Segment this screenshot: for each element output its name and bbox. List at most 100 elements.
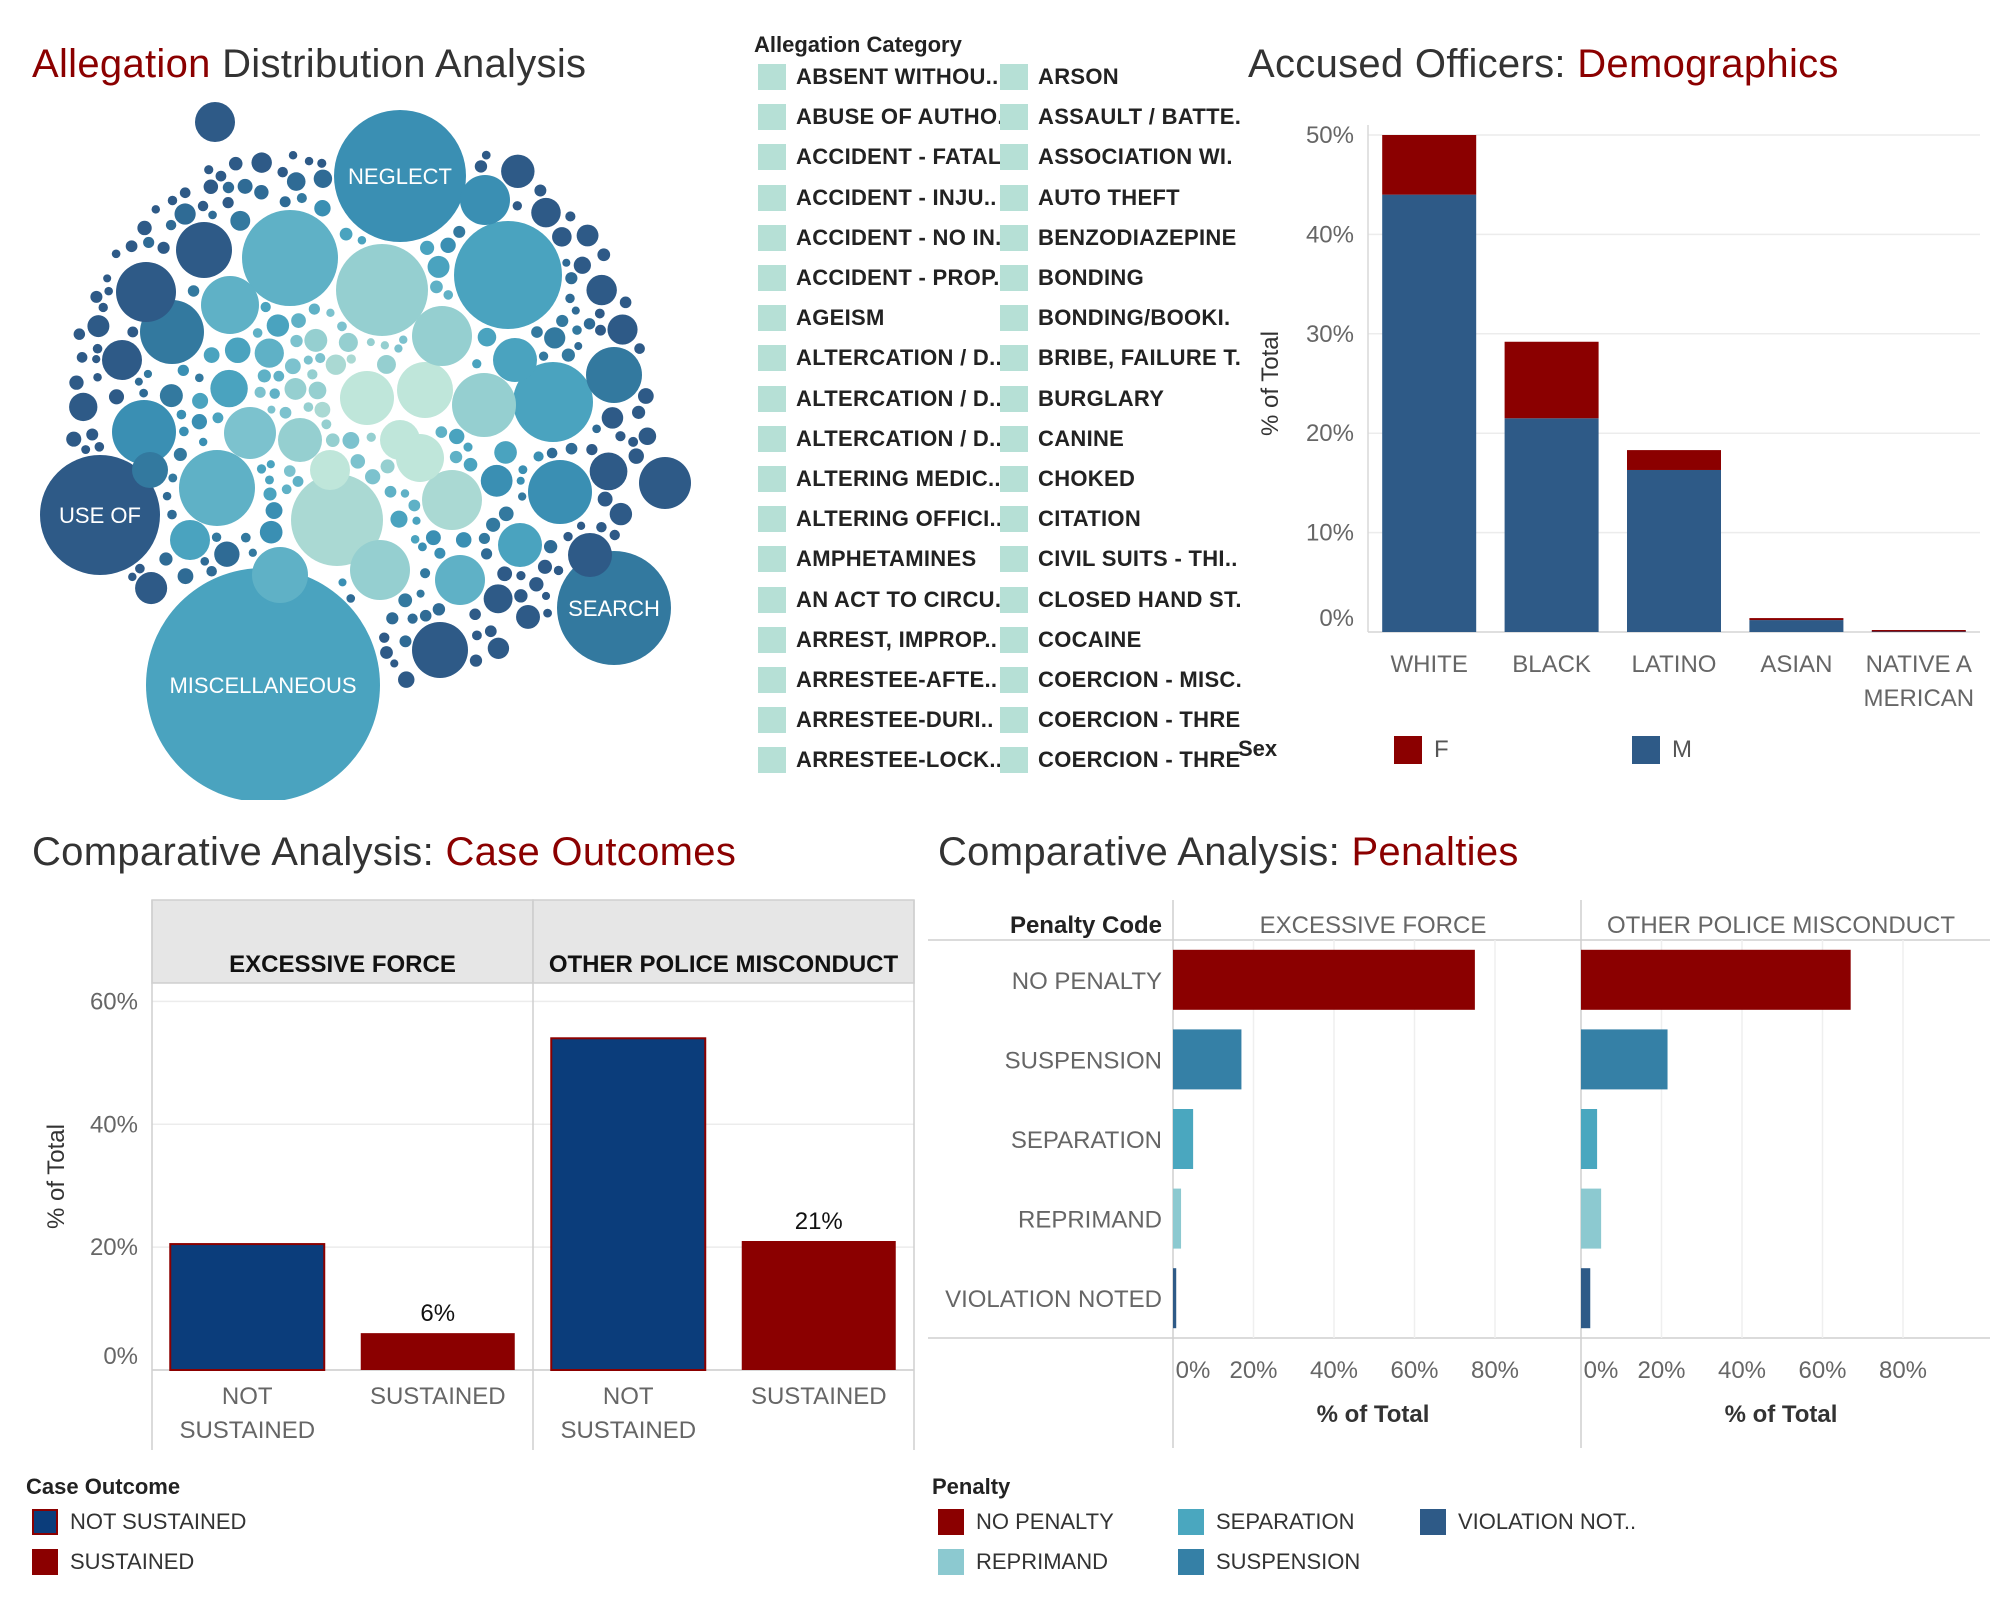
allegation-bubble[interactable]: [639, 457, 691, 509]
allegation-bubble[interactable]: [291, 313, 306, 328]
allegation-bubble[interactable]: [252, 328, 263, 338]
allegation-bubble[interactable]: [215, 170, 227, 182]
sex-legend-item[interactable]: F: [1394, 736, 1449, 764]
allegation-bubble[interactable]: [292, 476, 304, 487]
allegation-bubble[interactable]: [304, 328, 328, 352]
allegation-bubble[interactable]: [407, 613, 418, 624]
allegation-bubble[interactable]: [337, 321, 347, 332]
allegation-bubble[interactable]: [174, 203, 196, 225]
allegation-bubble[interactable]: [557, 551, 671, 665]
category-legend-item[interactable]: ACCIDENT - FATAL: [758, 144, 1002, 171]
allegation-bubble[interactable]: [278, 418, 322, 462]
allegation-bubble[interactable]: [237, 178, 253, 194]
allegation-bubble[interactable]: [170, 520, 210, 560]
allegation-bubble[interactable]: [279, 406, 292, 419]
allegation-bubble[interactable]: [325, 433, 340, 447]
allegation-bubble[interactable]: [317, 158, 327, 168]
allegation-bubble[interactable]: [498, 506, 514, 522]
allegation-bubble[interactable]: [565, 293, 575, 304]
allegation-bubble[interactable]: [380, 459, 395, 474]
allegation-bubble[interactable]: [187, 285, 200, 297]
allegation-bubble[interactable]: [228, 156, 243, 171]
allegation-bubble[interactable]: [259, 520, 283, 544]
allegation-bubble[interactable]: [303, 402, 314, 412]
penalty-bar[interactable]: [1581, 949, 1851, 1010]
allegation-bubble[interactable]: [135, 572, 168, 605]
allegation-bubble[interactable]: [543, 608, 552, 618]
allegation-bubble[interactable]: [200, 556, 210, 566]
category-legend-item[interactable]: COERCION - THRE: [1000, 707, 1241, 734]
allegation-bubble[interactable]: [104, 286, 113, 296]
allegation-bubble[interactable]: [254, 338, 284, 368]
allegation-bubble[interactable]: [541, 591, 551, 601]
allegation-bubble[interactable]: [251, 152, 272, 173]
allegation-bubble[interactable]: [314, 200, 331, 217]
allegation-bubble[interactable]: [513, 362, 593, 442]
allegation-bubble[interactable]: [425, 530, 441, 546]
allegation-bubble[interactable]: [460, 175, 510, 225]
allegation-bubble[interactable]: [296, 193, 307, 204]
allegation-bubble[interactable]: [552, 227, 572, 247]
allegation-bubble[interactable]: [430, 280, 443, 294]
allegation-bubble[interactable]: [501, 154, 535, 189]
allegation-bubble[interactable]: [512, 201, 522, 211]
allegation-bubble[interactable]: [267, 405, 276, 414]
allegation-bubble[interactable]: [203, 347, 220, 363]
allegation-bubble[interactable]: [108, 389, 125, 405]
allegation-bubble[interactable]: [240, 532, 251, 543]
allegation-bubble[interactable]: [480, 464, 513, 497]
allegation-bubble[interactable]: [562, 258, 571, 267]
allegation-bubble[interactable]: [177, 568, 194, 585]
allegation-bubble[interactable]: [252, 547, 308, 603]
allegation-bubble[interactable]: [40, 455, 160, 575]
allegation-bubble[interactable]: [531, 326, 543, 338]
allegation-bubble[interactable]: [338, 578, 347, 587]
category-legend-item[interactable]: ASSAULT / BATTE.: [1000, 104, 1241, 131]
allegation-bubble[interactable]: [224, 337, 251, 364]
allegation-bubble[interactable]: [179, 450, 255, 526]
allegation-bubble[interactable]: [517, 492, 527, 501]
allegation-bubble[interactable]: [531, 197, 561, 228]
allegation-bubble[interactable]: [474, 160, 488, 173]
category-legend-item[interactable]: AGEISM: [758, 305, 885, 332]
allegation-bubble[interactable]: [86, 428, 99, 441]
allegation-bubble[interactable]: [256, 464, 267, 474]
allegation-bubble[interactable]: [321, 419, 332, 430]
category-legend-item[interactable]: ACCIDENT - NO IN..: [758, 224, 1008, 251]
allegation-bubble[interactable]: [419, 609, 432, 622]
allegation-bubble[interactable]: [452, 373, 516, 437]
allegation-bubble[interactable]: [230, 210, 251, 231]
penalty-bar[interactable]: [1581, 1268, 1591, 1329]
category-legend-item[interactable]: AUTO THEFT: [1000, 184, 1180, 211]
outcome-bar[interactable]: [741, 1241, 896, 1370]
allegation-bubble[interactable]: [477, 327, 497, 347]
allegation-bubble[interactable]: [151, 205, 161, 214]
allegation-bubble[interactable]: [76, 352, 88, 363]
allegation-bubble[interactable]: [69, 392, 98, 422]
allegation-bubble[interactable]: [544, 327, 566, 349]
category-legend-item[interactable]: BURGLARY: [1000, 385, 1164, 412]
category-legend-item[interactable]: ARRESTEE-AFTE..: [758, 667, 997, 693]
allegation-bubble[interactable]: [134, 377, 143, 386]
allegation-bubble[interactable]: [408, 499, 421, 512]
penalty-legend-item[interactable]: NO PENALTY: [938, 1509, 1114, 1535]
allegation-bubble[interactable]: [111, 249, 121, 259]
allegation-bubble[interactable]: [597, 491, 613, 507]
allegation-bubble[interactable]: [481, 150, 491, 160]
allegation-bubble[interactable]: [290, 334, 303, 348]
allegation-bubble[interactable]: [386, 612, 399, 625]
allegation-bubble[interactable]: [574, 342, 583, 351]
allegation-bubble[interactable]: [135, 563, 145, 574]
penalty-legend-item[interactable]: VIOLATION NOT..: [1420, 1509, 1636, 1535]
allegation-bubble[interactable]: [435, 426, 448, 438]
allegation-bubble[interactable]: [334, 110, 466, 242]
category-legend-item[interactable]: COCAINE: [1000, 626, 1142, 653]
allegation-bubble[interactable]: [269, 388, 280, 399]
penalty-bar[interactable]: [1173, 949, 1475, 1010]
allegation-bubble[interactable]: [357, 235, 367, 245]
allegation-bubble[interactable]: [399, 635, 412, 648]
allegation-bubble[interactable]: [143, 369, 153, 379]
allegation-bubble[interactable]: [427, 255, 450, 278]
category-legend-item[interactable]: CANINE: [1000, 425, 1124, 452]
allegation-bubble[interactable]: [102, 340, 142, 380]
